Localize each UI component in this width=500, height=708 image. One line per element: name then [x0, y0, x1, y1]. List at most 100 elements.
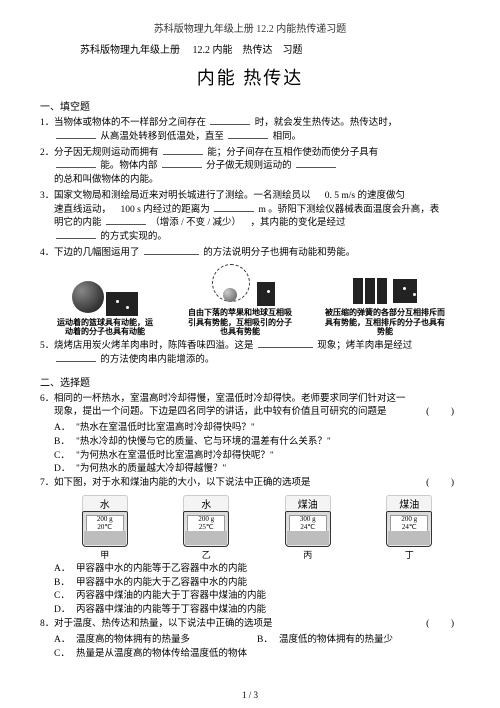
beaker-head: 水	[183, 495, 229, 511]
page-number: 1 / 3	[0, 690, 500, 700]
beaker-foot: 丙	[285, 548, 331, 561]
q3-text: m 。骄阳下测绘仪器械表面温度会升高，表	[258, 205, 439, 215]
q5-text: 现象；烤羊肉串是经过	[317, 341, 412, 351]
opt-label: C．	[54, 450, 76, 464]
qnum: 1．	[40, 117, 54, 145]
option-a[interactable]: A． 甲容器中水的内能等于乙容器中水的内能	[54, 563, 460, 577]
q5-text: 烧烤店用炭火烤羊肉串时，陈阵香味四溢。这是	[54, 341, 254, 351]
fig-caption: 运动着的篮球具有动能，运动着的分子也具有动能	[55, 318, 155, 337]
beaker-foot: 乙	[183, 548, 229, 561]
opt-label: D．	[54, 463, 76, 477]
blank[interactable]	[163, 154, 203, 155]
blank[interactable]	[296, 167, 336, 168]
sub-header-section: 12.2 内能 热传达 习题	[193, 45, 303, 56]
q1-text: 从高温处转移到低温处，直至	[100, 132, 224, 142]
question-1: 1． 当物体或物体的不一样部分之间存在 时，就会发生热传达。热传达时， 从高温处…	[40, 117, 460, 145]
beaker-head: 煤油	[386, 495, 432, 511]
q2-text: 能；分子间存在互相作使劲而使分子具有	[207, 148, 378, 158]
q1-text: 时，就会发生热传达。热传达时，	[255, 118, 398, 128]
option-c[interactable]: C． "为何热水在室温低时比室温高时冷却得快呢？"	[54, 450, 460, 464]
blank[interactable]	[228, 138, 268, 139]
blank[interactable]	[56, 238, 96, 239]
blank[interactable]	[258, 347, 313, 348]
beaker-foot: 甲	[82, 548, 128, 561]
blank[interactable]	[56, 167, 96, 168]
opt-text: "热水在室温低时比室温高时冷却得快吗？"	[76, 422, 460, 436]
beaker-foot: 丁	[386, 548, 432, 561]
opt-label: C．	[54, 648, 76, 662]
q2-text: 能。物体内部	[100, 161, 157, 171]
question-7: 7． 如下图，对于水和煤油内能的大小，以下说法中正确的选项是 ( )	[40, 477, 460, 491]
opt-label: A．	[54, 422, 76, 436]
q3-text: 国家文物局和测绘局近来对明长城进行了测绘。一名测绘员以	[54, 191, 311, 201]
q6-stem: 相同的一杯热水，室温高时冷却得慢，室温低时冷却得快。老师要求同学们针对这一	[54, 394, 406, 404]
option-a[interactable]: A． "热水在室温低时比室温高时冷却得快吗？"	[54, 422, 460, 436]
opt-text: 甲容器中水的内能等于乙容器中水的内能	[76, 563, 460, 577]
qnum: 4．	[40, 247, 54, 261]
q3-text: 的方式实现的。	[100, 232, 167, 242]
q2-text: 分子做无规则运动的	[206, 161, 292, 171]
beaker-temp: 25℃	[199, 523, 214, 531]
option-c[interactable]: C． 热量是从温度高的物体传给温度低的物体	[54, 648, 460, 662]
molecule-box-icon	[106, 292, 138, 316]
option-b[interactable]: B． "热水冷却的快慢与它的质量、它与环境的温差有什么关系？"	[54, 436, 460, 450]
opt-label: A．	[54, 563, 76, 577]
opt-text: 丙容器中煤油的内能大于丁容器中煤油的内能	[76, 590, 460, 604]
blank[interactable]	[144, 254, 199, 255]
beaker-temp: 20℃	[97, 523, 112, 531]
opt-text: "为何热水的质量越大冷却得越慢？"	[76, 463, 460, 477]
q4-text: 下边的几幅图运用了	[54, 248, 140, 258]
q3-text: 明它的内能	[54, 218, 102, 228]
opt-text: 甲容器中水的内能大于乙容器中水的内能	[76, 577, 460, 591]
fig-caption: 自由下落的苹果和地球互相吸引具有势能，互相吸引的分子也具有势能	[185, 308, 295, 337]
blank[interactable]	[214, 211, 254, 212]
spring-icon	[353, 278, 417, 304]
answer-paren[interactable]: ( )	[426, 477, 460, 491]
option-b[interactable]: B． 甲容器中水的内能大于乙容器中水的内能	[54, 577, 460, 591]
opt-label: B．	[54, 577, 76, 591]
question-4: 4． 下边的几幅图运用了 的方法说明分子也拥有动能和势能。	[40, 247, 460, 261]
figure-a: 运动着的篮球具有动能，运动着的分子也具有动能	[55, 281, 155, 337]
q6-stem: 现象，提出一个问题。下边是四名同学的讲话，此中较有价值且可研究的问题是	[54, 407, 387, 417]
option-row-ab: A． 温度高的物体拥有的热量多 B． 温度低的物体拥有的热量少	[54, 634, 460, 648]
opt-label: B．	[257, 634, 279, 648]
option-d[interactable]: D． "为何热水的质量越大冷却得越慢？"	[54, 463, 460, 477]
blank[interactable]	[210, 124, 250, 125]
blank[interactable]	[106, 224, 146, 225]
q2-text: 的总和叫做物体的内能。	[54, 175, 159, 185]
question-5: 5． 烧烤店用炭火烤羊肉串时，陈阵香味四溢。这是 现象；烤羊肉串是经过 的方法使…	[40, 340, 460, 368]
beaker-d: 煤油 200 g 24℃ 丁	[386, 495, 432, 561]
q3-text: 速直线运动，	[54, 205, 111, 215]
beaker-a: 水 200 g 20℃ 甲	[82, 495, 128, 561]
molecule-box-icon	[257, 282, 275, 306]
opt-label: A．	[54, 634, 76, 648]
section-fill-blank: 一、填空题	[40, 98, 460, 113]
option-c[interactable]: C． 丙容器中煤油的内能大于丁容器中煤油的内能	[54, 590, 460, 604]
qnum: 7．	[40, 477, 54, 491]
beaker-c: 煤油 300 g 24℃ 丙	[285, 495, 331, 561]
blank[interactable]	[56, 138, 96, 139]
qnum: 6．	[40, 393, 54, 421]
figure-c: 被压缩的弹簧的各部分互相排斥而具有势能，互相排斥的分子也具有势能	[325, 278, 445, 337]
qnum: 5．	[40, 340, 54, 368]
q4-text: 的方法说明分子也拥有动能和势能。	[203, 248, 355, 258]
basketball-icon	[72, 281, 104, 313]
figure-b: 自由下落的苹果和地球互相吸引具有势能，互相吸引的分子也具有势能	[185, 264, 295, 337]
question-6: 6． 相同的一杯热水，室温高时冷却得慢，室温低时冷却得快。老师要求同学们针对这一…	[40, 393, 460, 421]
option-d[interactable]: D． 丙容器中煤油的内能等于丁容器中煤油的内能	[54, 604, 460, 618]
qnum: 8．	[40, 618, 54, 632]
q7-figures: 水 200 g 20℃ 甲 水 200 g 25℃ 乙 煤油	[54, 495, 460, 561]
answer-paren[interactable]: ( )	[426, 406, 460, 420]
q1-text: 当物体或物体的不一样部分之间存在	[54, 118, 206, 128]
opt-text: "热水冷却的快慢与它的质量、它与环境的温差有什么关系？"	[76, 436, 460, 450]
option-a[interactable]: A． 温度高的物体拥有的热量多	[54, 634, 257, 648]
option-b[interactable]: B． 温度低的物体拥有的热量少	[257, 634, 460, 648]
beaker-temp: 24℃	[402, 523, 417, 531]
blank[interactable]	[162, 167, 202, 168]
qnum: 3．	[40, 190, 54, 245]
beaker-head: 煤油	[285, 495, 331, 511]
q7-stem: 如下图，对于水和煤油内能的大小，以下说法中正确的选项是	[54, 478, 311, 488]
answer-paren[interactable]: ( )	[426, 618, 460, 632]
sub-header: 苏科版物理九年级上册 12.2 内能 热传达 习题	[80, 41, 460, 56]
blank[interactable]	[56, 361, 96, 362]
